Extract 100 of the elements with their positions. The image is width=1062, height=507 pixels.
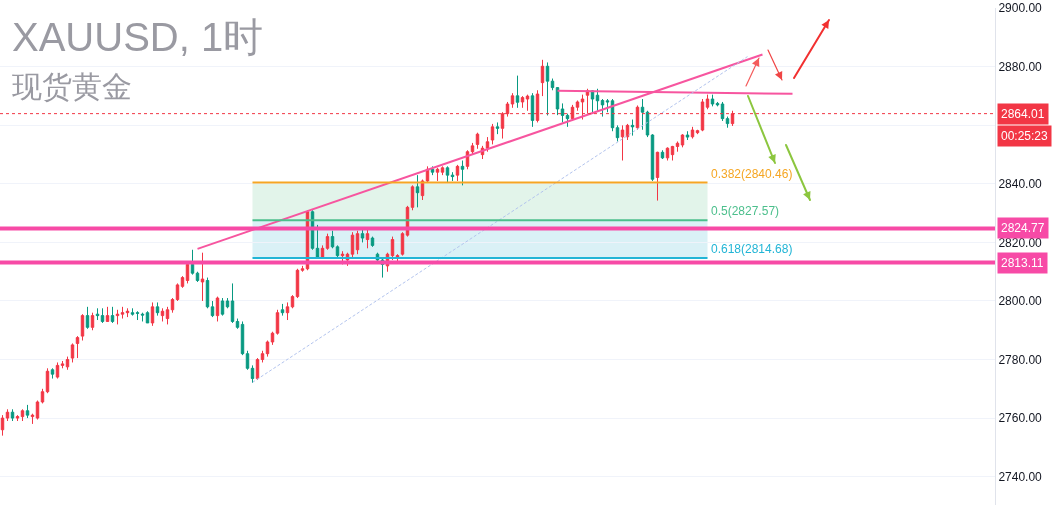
candlestick	[315, 224, 320, 260]
ref-line-label: 2864.01	[1001, 107, 1045, 121]
candlestick	[280, 303, 285, 317]
candlestick	[100, 307, 105, 324]
y-tick-label: 2820.00	[998, 235, 1043, 250]
candlestick	[40, 388, 45, 404]
candlestick	[725, 116, 730, 129]
candlestick	[530, 92, 535, 128]
candlestick	[160, 307, 165, 322]
candlestick	[510, 92, 515, 109]
candlestick	[520, 95, 525, 109]
candlestick	[225, 297, 230, 309]
candlestick	[30, 413, 35, 425]
candlestick	[220, 297, 225, 317]
candlestick	[15, 414, 20, 422]
candlestick	[235, 318, 240, 330]
candlestick	[60, 360, 65, 369]
candlestick	[670, 145, 675, 161]
candlestick	[165, 306, 170, 325]
candlestick	[690, 126, 695, 140]
candlestick	[445, 165, 450, 183]
candlestick	[485, 136, 490, 153]
candlestick	[25, 404, 30, 419]
candlestick	[715, 101, 720, 107]
ref-line-label: 2813.11	[1001, 256, 1044, 270]
candlestick	[495, 121, 500, 135]
candlestick	[330, 230, 335, 249]
y-tick-label: 2900.00	[998, 1, 1043, 16]
candlestick	[70, 342, 75, 363]
candlestick	[455, 164, 460, 182]
candlestick	[135, 310, 140, 321]
candlestick	[355, 230, 360, 255]
candlestick	[125, 307, 130, 318]
ref-line-label: 0.5(2827.57)	[711, 204, 780, 218]
candlestick	[250, 364, 255, 384]
candlestick	[245, 350, 250, 371]
candlestick	[335, 244, 340, 258]
candlestick	[190, 249, 195, 276]
candlestick	[605, 98, 610, 113]
candlestick	[50, 367, 55, 380]
candlestick	[115, 309, 120, 325]
candlestick	[525, 94, 530, 112]
candlestick	[360, 227, 365, 243]
candlestick	[475, 132, 480, 150]
candlestick	[615, 124, 620, 142]
candlestick	[460, 160, 465, 186]
candlestick	[675, 140, 680, 153]
candlestick	[325, 233, 330, 251]
candlestick	[170, 297, 175, 314]
candlestick	[80, 313, 85, 341]
text: 现货黄金	[12, 70, 132, 103]
candlestick	[620, 124, 625, 161]
candlestick	[155, 301, 160, 317]
candlestick	[110, 306, 115, 324]
candlestick	[515, 75, 520, 109]
candlestick	[685, 130, 690, 141]
candlestick	[595, 88, 600, 112]
candlestick	[180, 275, 185, 289]
candlestick	[450, 171, 455, 182]
candlestick	[575, 99, 580, 112]
candlestick	[490, 123, 495, 145]
candlestick	[705, 94, 710, 110]
candlestick	[200, 252, 205, 302]
candlestick	[275, 309, 280, 336]
candlestick	[20, 408, 25, 422]
candlestick	[415, 174, 420, 208]
candlestick	[640, 98, 645, 131]
candlestick	[90, 312, 95, 331]
candlestick	[560, 102, 565, 123]
candlestick	[215, 296, 220, 322]
candlestick	[655, 151, 660, 202]
candlestick	[590, 89, 595, 115]
candlestick	[150, 301, 155, 327]
candlestick	[545, 61, 550, 116]
candlestick	[210, 300, 215, 318]
candlestick	[300, 265, 305, 273]
candlestick	[265, 340, 270, 358]
candlestick	[440, 165, 445, 176]
candlestick	[130, 307, 135, 317]
candlestick	[370, 236, 375, 248]
y-tick-label: 2880.00	[998, 60, 1043, 75]
candlestick	[350, 231, 355, 258]
candlestick	[5, 408, 10, 422]
y-tick-label: 2760.00	[998, 411, 1043, 426]
candlestick	[410, 184, 415, 211]
candlestick	[55, 361, 60, 380]
candlestick	[140, 312, 145, 322]
candlestick	[35, 400, 40, 421]
candlestick	[630, 119, 635, 137]
chart-title: XAUUSD, 1时	[12, 15, 264, 59]
y-tick-label: 2780.00	[998, 352, 1043, 367]
candlestick	[145, 310, 150, 324]
y-tick-label: 2840.00	[998, 177, 1043, 192]
text: 00:25:23	[1001, 129, 1049, 143]
candlestick	[285, 301, 290, 321]
y-tick-label: 2800.00	[998, 294, 1043, 309]
ref-line-label: 0.382(2840.46)	[711, 167, 793, 181]
candlestick	[260, 350, 265, 363]
ref-line-label: 0.618(2814.68)	[711, 242, 793, 256]
candlestick	[0, 414, 5, 437]
